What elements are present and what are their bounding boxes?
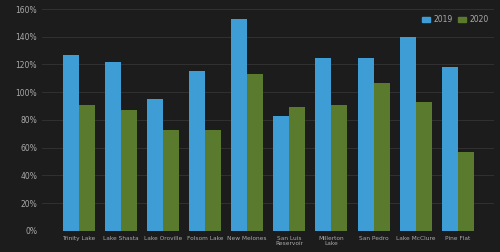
- Bar: [121, 110, 137, 231]
- Bar: [316, 57, 332, 231]
- Bar: [163, 130, 179, 231]
- Bar: [358, 57, 374, 231]
- Bar: [458, 152, 474, 231]
- Bar: [189, 71, 205, 231]
- Bar: [442, 67, 458, 231]
- Bar: [147, 99, 163, 231]
- Legend: 2019, 2020: 2019, 2020: [420, 13, 490, 26]
- Bar: [290, 107, 306, 231]
- Bar: [231, 19, 247, 231]
- Bar: [205, 130, 221, 231]
- Bar: [274, 116, 289, 231]
- Bar: [62, 55, 78, 231]
- Bar: [400, 37, 415, 231]
- Bar: [332, 105, 347, 231]
- Bar: [78, 105, 94, 231]
- Bar: [416, 102, 432, 231]
- Bar: [247, 74, 263, 231]
- Bar: [374, 82, 390, 231]
- Bar: [104, 62, 121, 231]
